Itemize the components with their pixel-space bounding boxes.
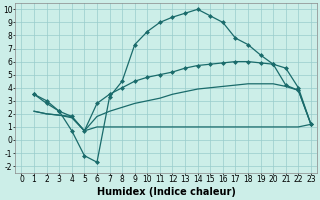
X-axis label: Humidex (Indice chaleur): Humidex (Indice chaleur) bbox=[97, 187, 236, 197]
